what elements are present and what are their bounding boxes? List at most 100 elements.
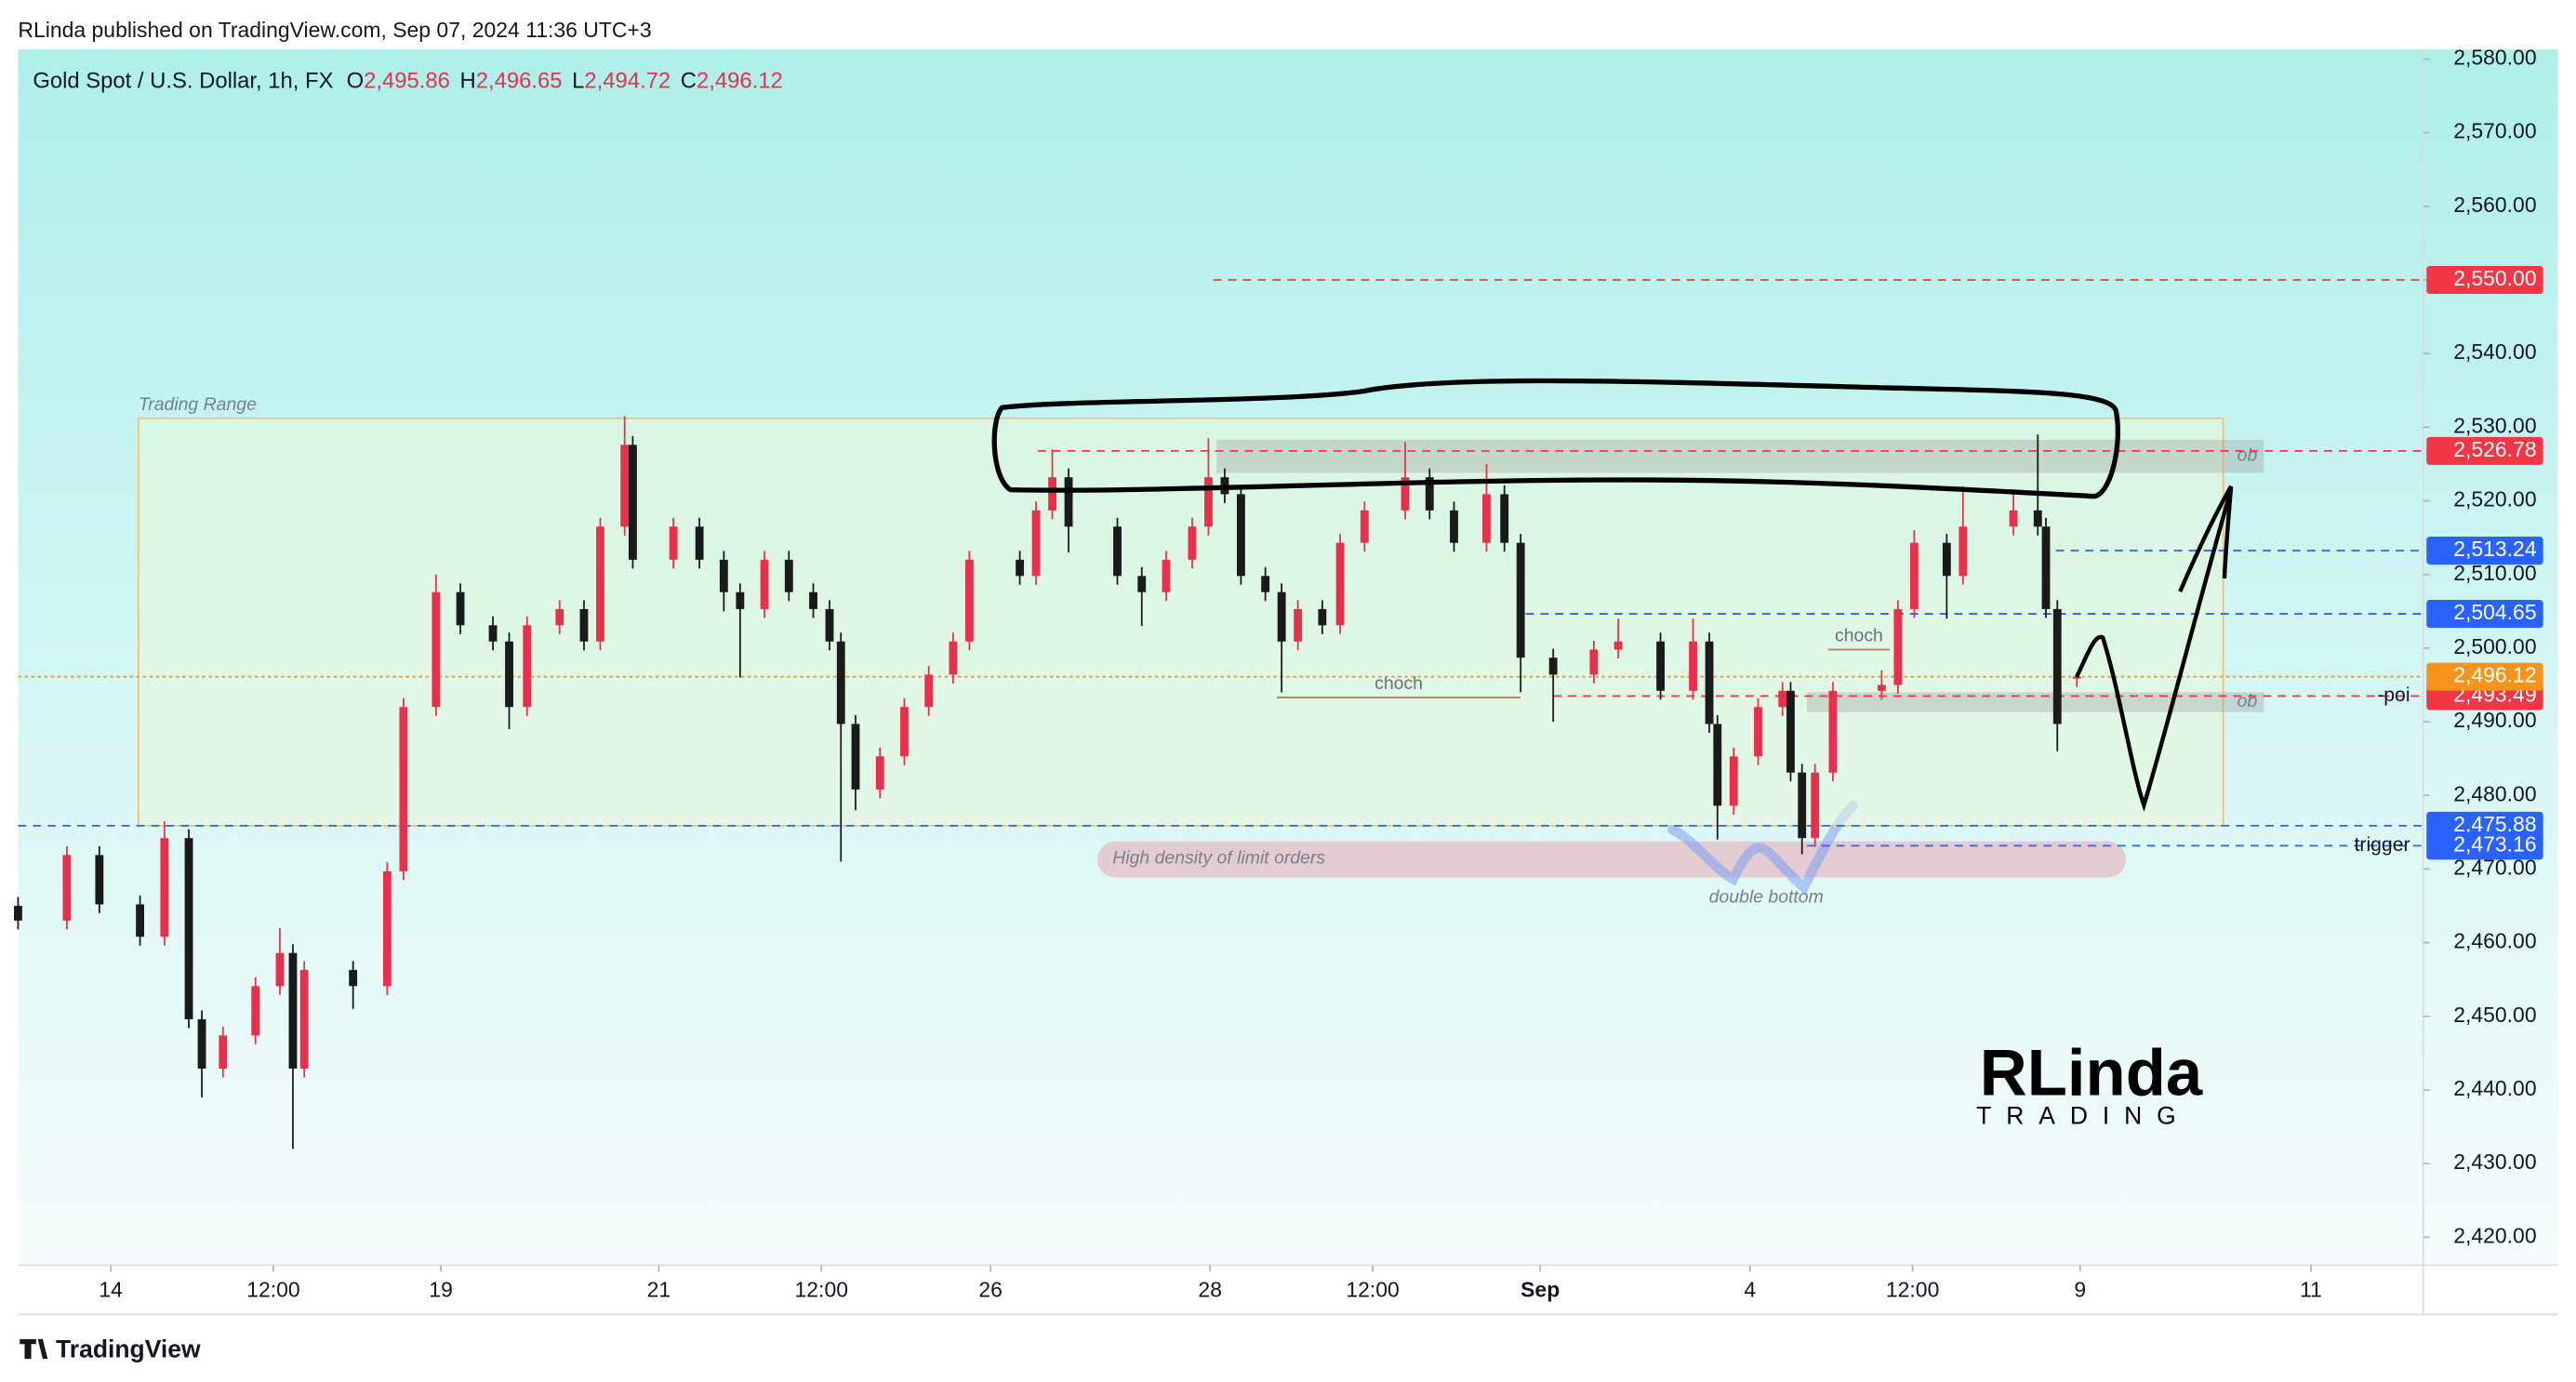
range-label: Trading Range <box>139 394 257 415</box>
logo: RLinda TRADING <box>1976 1036 2203 1130</box>
candle-body <box>1828 690 1838 773</box>
candle-body <box>1237 494 1245 577</box>
candle-body <box>1113 526 1122 577</box>
candle-body <box>2009 510 2018 527</box>
price-tag <box>2426 831 2543 860</box>
candle-body <box>579 608 589 642</box>
y-tick-label: 2,570.00 <box>2453 119 2536 143</box>
published-note: RLinda published on TradingView.com, Sep… <box>18 18 651 42</box>
candle-body <box>2033 510 2042 527</box>
ohlc-value: 2,496.12 <box>697 69 783 94</box>
candle-body <box>1261 576 1270 592</box>
candle-body <box>629 445 637 560</box>
candle-body <box>1778 690 1787 708</box>
x-tick-label: 19 <box>429 1278 453 1302</box>
candle-body <box>1589 649 1599 675</box>
candle-body <box>219 1035 228 1070</box>
candle-body <box>288 952 298 1070</box>
candle-body <box>1450 510 1458 543</box>
candle-body <box>275 952 285 987</box>
x-tick-label: 12:00 <box>246 1278 299 1302</box>
candle-body <box>1064 477 1073 527</box>
drawings-under <box>1097 800 2126 896</box>
y-tick-label: 2,430.00 <box>2453 1149 2536 1174</box>
candle-body <box>1482 494 1491 543</box>
candle-body <box>95 855 104 905</box>
candle-body <box>1294 608 1303 642</box>
candle-body <box>523 625 532 708</box>
candle-body <box>505 641 513 708</box>
symbol-legend: Gold Spot / U.S. Dollar, 1h, FX O2,495.86… <box>33 69 782 94</box>
candle-body <box>1713 724 1722 806</box>
candle-body <box>1360 510 1369 543</box>
y-tick-label: 2,510.00 <box>2453 561 2536 585</box>
axes: 2,580.00 2,570.00 2,560.00 2,550.00 2,540.00… <box>99 46 2543 1302</box>
candle-body <box>1500 494 1509 543</box>
candle-body <box>1335 542 1345 626</box>
double-bottom-marker <box>1667 800 1859 896</box>
ohlc-key: L <box>572 69 584 94</box>
range-box <box>137 417 2224 827</box>
x-tick-label: Sep <box>1520 1278 1560 1302</box>
y-tick-label: 2,500.00 <box>2453 634 2536 658</box>
level-note: -poi <box>2377 684 2410 706</box>
y-tick-label: 2,460.00 <box>2453 929 2536 953</box>
candle-body <box>964 559 974 642</box>
y-tick-label: 2,580.00 <box>2453 46 2536 70</box>
x-tick-label: 21 <box>647 1278 671 1302</box>
candle-body <box>1548 658 1558 675</box>
x-tick-label: 12:00 <box>795 1278 848 1302</box>
y-tick-label: 2,520.00 <box>2453 487 2536 512</box>
y-tick-label: 2,490.00 <box>2453 708 2536 732</box>
ob-zone <box>1806 692 2264 712</box>
y-tick-label: 2,420.00 <box>2453 1223 2536 1247</box>
x-tick-label: 4 <box>1744 1278 1756 1302</box>
candle-body <box>1162 559 1171 592</box>
candle-body <box>851 724 860 790</box>
candle-body <box>1909 542 1919 609</box>
price-tag-label: 2,473.16 <box>2453 831 2536 856</box>
ohlc-key: C <box>681 69 697 94</box>
candle-body <box>596 526 604 642</box>
candle-body <box>1031 510 1041 577</box>
choch-label: choch <box>1374 673 1423 694</box>
candle-body <box>399 707 408 871</box>
price-tag <box>2426 600 2543 629</box>
choch-label: choch <box>1835 625 1883 645</box>
level-note: trigger <box>2355 834 2410 856</box>
x-tick-label: 28 <box>1198 1278 1222 1302</box>
candle-body <box>555 608 564 626</box>
candle-body <box>760 559 769 609</box>
ohlc-key: H <box>460 69 476 94</box>
price-tag <box>2426 436 2543 465</box>
arrow-head <box>2178 485 2234 592</box>
price-tag-label: 2,513.24 <box>2453 537 2537 561</box>
candle-body <box>14 906 22 921</box>
candle-body <box>1425 477 1434 511</box>
candle-body <box>1401 477 1410 511</box>
candle-body <box>1613 641 1623 650</box>
candle-body <box>1516 542 1525 658</box>
candle-body <box>488 625 498 642</box>
price-tag-label: 2,550.00 <box>2453 266 2536 290</box>
ob-zone <box>1216 439 2264 473</box>
candle-body <box>349 969 358 987</box>
candle-body <box>251 986 260 1036</box>
candle-body <box>1048 477 1056 511</box>
annotation: High density of limit orders <box>1112 847 1325 868</box>
price-tag <box>2426 662 2543 691</box>
x-tick-label: 9 <box>2074 1278 2086 1302</box>
candle-body <box>784 559 793 592</box>
candle-body <box>1689 641 1697 691</box>
candle-body <box>836 641 845 724</box>
candle-body <box>1754 707 1762 757</box>
candle-body <box>432 591 441 708</box>
ohlc-value: 2,494.72 <box>584 69 671 94</box>
y-tick-label: 2,440.00 <box>2453 1076 2536 1100</box>
y-tick-label: 2,560.00 <box>2453 193 2536 217</box>
hand-drawings <box>991 378 2234 812</box>
price-tag-label: 2,496.12 <box>2453 663 2536 687</box>
brand-icon <box>20 1338 48 1360</box>
candle-body <box>456 591 465 626</box>
